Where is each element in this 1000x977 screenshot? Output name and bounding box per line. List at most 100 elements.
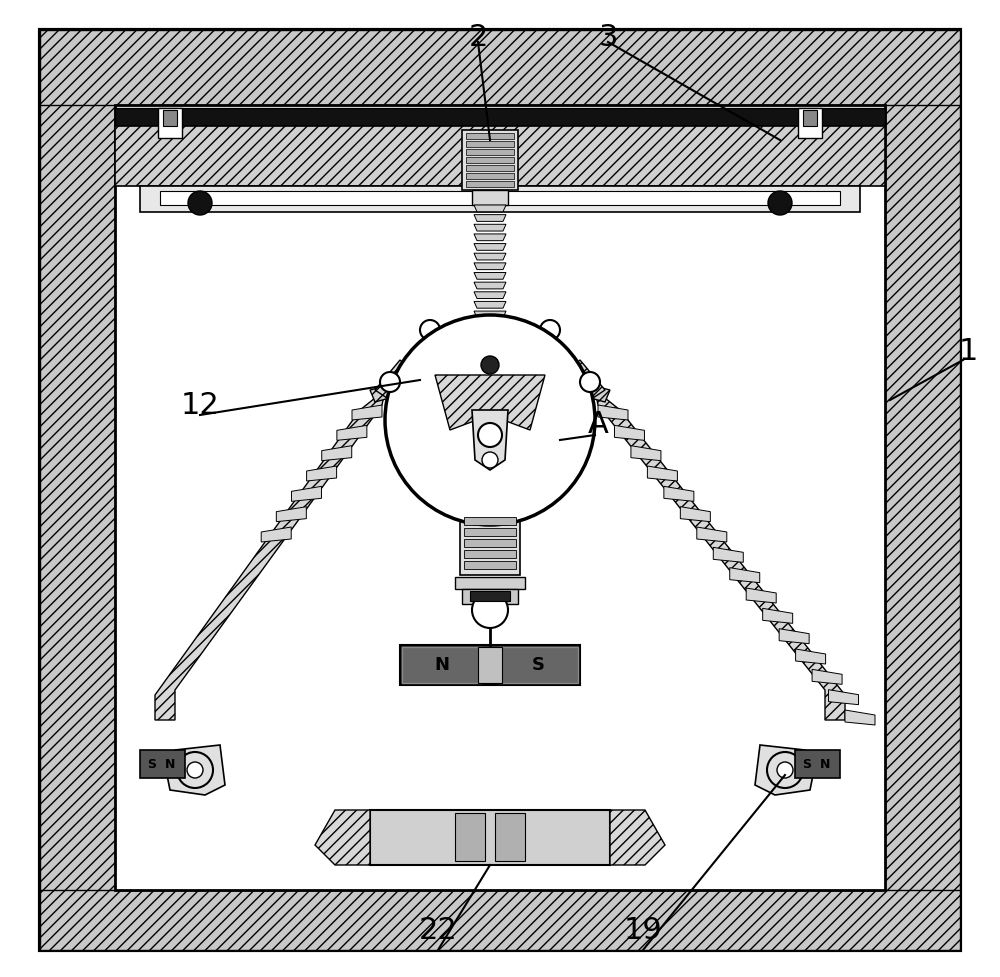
Polygon shape	[165, 745, 225, 795]
Text: S: S	[532, 656, 544, 674]
Polygon shape	[474, 205, 506, 212]
Bar	[464, 517, 516, 525]
Polygon shape	[315, 810, 370, 865]
Bar	[464, 550, 516, 558]
Bar	[466, 157, 514, 163]
Bar	[455, 813, 485, 861]
Bar	[462, 589, 518, 604]
Circle shape	[420, 320, 440, 340]
Circle shape	[540, 320, 560, 340]
Bar	[140, 186, 860, 212]
Circle shape	[472, 592, 508, 628]
Polygon shape	[474, 243, 506, 250]
Bar	[370, 810, 610, 865]
Polygon shape	[610, 810, 665, 865]
Polygon shape	[261, 527, 291, 542]
Polygon shape	[474, 330, 506, 337]
Polygon shape	[307, 466, 337, 481]
Polygon shape	[697, 527, 727, 542]
Polygon shape	[337, 425, 367, 441]
Polygon shape	[845, 710, 875, 725]
Text: 19: 19	[624, 915, 662, 945]
Circle shape	[768, 191, 792, 215]
Circle shape	[187, 762, 203, 778]
Polygon shape	[474, 263, 506, 270]
Text: N: N	[165, 758, 175, 772]
Bar	[798, 108, 822, 138]
Polygon shape	[435, 375, 545, 430]
Circle shape	[478, 423, 502, 447]
Polygon shape	[713, 547, 743, 563]
Polygon shape	[829, 690, 859, 704]
Text: N: N	[820, 758, 830, 772]
Polygon shape	[474, 234, 506, 240]
Polygon shape	[495, 360, 610, 402]
Circle shape	[777, 762, 793, 778]
Bar	[466, 149, 514, 155]
Text: 12: 12	[181, 391, 219, 420]
Polygon shape	[474, 253, 506, 260]
Bar	[455, 577, 525, 589]
Text: 1: 1	[958, 337, 978, 366]
Bar	[795, 750, 840, 778]
Polygon shape	[614, 425, 644, 441]
Bar	[140, 750, 185, 778]
Polygon shape	[595, 390, 845, 720]
Circle shape	[482, 452, 498, 468]
Polygon shape	[755, 745, 815, 795]
Text: S: S	[148, 758, 156, 772]
Bar	[400, 645, 580, 685]
Polygon shape	[375, 360, 430, 410]
Bar	[40, 890, 960, 950]
Bar	[462, 130, 518, 190]
Polygon shape	[474, 215, 506, 222]
Polygon shape	[370, 360, 485, 402]
Polygon shape	[474, 302, 506, 308]
Polygon shape	[474, 273, 506, 279]
Circle shape	[177, 752, 213, 788]
Text: 3: 3	[598, 22, 618, 52]
Text: N: N	[434, 656, 450, 674]
Text: A: A	[588, 410, 608, 440]
Bar	[470, 591, 510, 601]
Bar	[466, 181, 514, 187]
Polygon shape	[763, 609, 793, 623]
Text: S: S	[802, 758, 812, 772]
Bar	[115, 108, 885, 126]
Bar	[464, 528, 516, 536]
Bar	[115, 126, 885, 186]
Circle shape	[481, 356, 499, 374]
Bar	[803, 110, 817, 126]
Bar	[466, 141, 514, 147]
Bar	[495, 813, 525, 861]
Polygon shape	[474, 320, 506, 327]
Circle shape	[380, 372, 400, 392]
Circle shape	[767, 752, 803, 788]
Bar	[115, 105, 885, 890]
Polygon shape	[631, 446, 661, 461]
Polygon shape	[474, 311, 506, 318]
Bar	[460, 515, 520, 575]
Polygon shape	[598, 405, 628, 420]
Polygon shape	[680, 507, 710, 522]
Bar	[468, 340, 512, 360]
Circle shape	[385, 315, 595, 525]
Polygon shape	[647, 466, 677, 481]
Bar	[40, 30, 115, 950]
Bar	[498, 647, 578, 683]
Text: 2: 2	[468, 22, 488, 52]
Circle shape	[580, 372, 600, 392]
Bar	[472, 190, 508, 205]
Polygon shape	[746, 588, 776, 603]
Polygon shape	[796, 649, 826, 664]
Polygon shape	[474, 292, 506, 299]
Polygon shape	[812, 669, 842, 684]
Polygon shape	[664, 487, 694, 501]
Bar	[160, 191, 840, 205]
Bar	[40, 30, 960, 105]
Bar	[158, 108, 182, 138]
Bar	[885, 30, 960, 950]
Bar	[402, 647, 482, 683]
Polygon shape	[472, 410, 508, 470]
Bar	[464, 539, 516, 547]
